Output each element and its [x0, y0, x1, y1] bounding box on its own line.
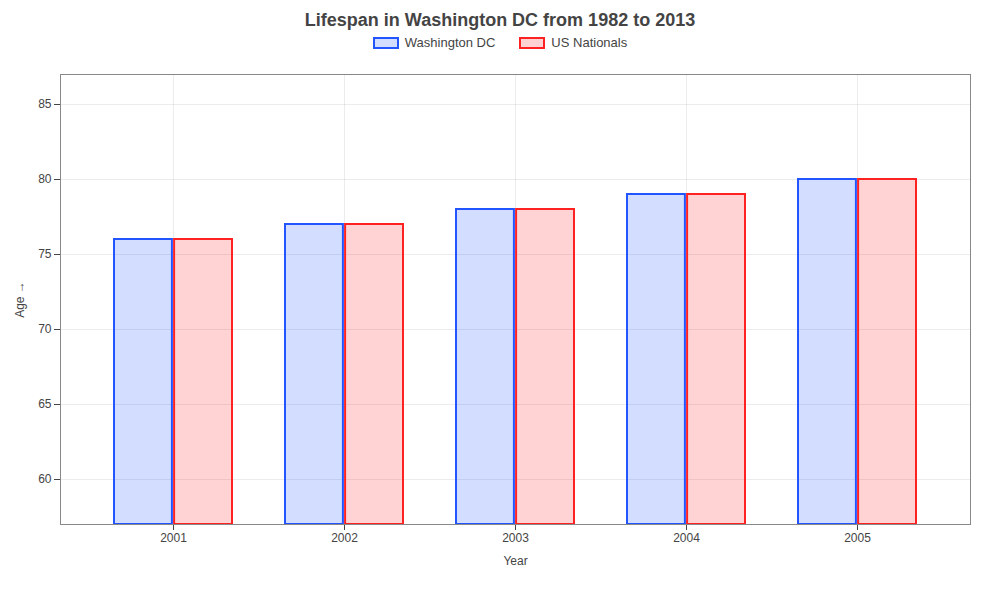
svg-text:2004: 2004 — [673, 531, 700, 545]
svg-text:2001: 2001 — [160, 531, 187, 545]
html-text:Lifespan in Washington DC from: Lifespan in Washington DC from 1982 to 2… — [304, 10, 696, 30]
svg-text:Year: Year — [503, 554, 527, 568]
svg-text:2005: 2005 — [844, 531, 871, 545]
svg-text:65: 65 — [38, 397, 52, 411]
svg-text:85: 85 — [38, 97, 52, 111]
html-text:Washington DC: Washington DC — [404, 35, 496, 50]
svg-text:2002: 2002 — [331, 531, 358, 545]
svg-text:80: 80 — [38, 172, 52, 186]
svg-text:60: 60 — [38, 472, 52, 486]
svg-text:70: 70 — [38, 322, 52, 336]
svg-text:Age →: Age → — [13, 281, 27, 318]
svg-text:75: 75 — [38, 247, 52, 261]
html-text:US Nationals: US Nationals — [551, 35, 628, 50]
svg-text:2003: 2003 — [502, 531, 529, 545]
